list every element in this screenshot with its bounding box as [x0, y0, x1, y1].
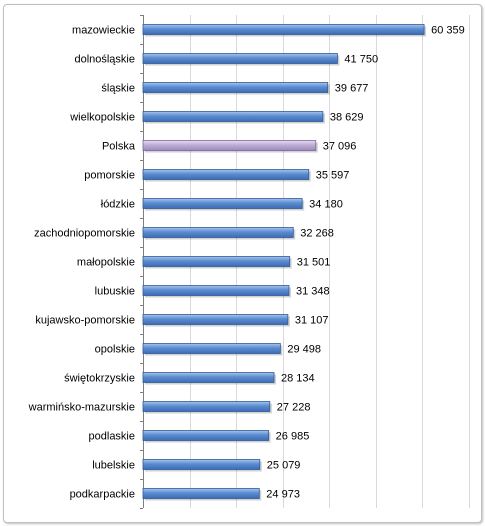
data-label: 38 629 [330, 112, 364, 124]
data-label: 25 079 [267, 460, 301, 472]
category-label: lubelskie [92, 460, 135, 472]
data-label: 27 228 [277, 402, 311, 414]
data-label: 31 107 [295, 315, 329, 327]
category-label: Polska [102, 141, 136, 153]
bar [142, 488, 260, 499]
bar [142, 198, 303, 209]
bar [142, 53, 338, 64]
bar [142, 24, 425, 35]
data-label: 28 134 [281, 373, 315, 385]
data-label: 34 180 [309, 199, 343, 211]
category-label: mazowieckie [72, 25, 135, 37]
data-label: 26 985 [276, 431, 310, 443]
category-label: śląskie [101, 83, 135, 95]
data-label: 29 498 [287, 344, 321, 356]
category-label: podkarpackie [70, 489, 135, 501]
labels: mazowieckie 60 359 dolnośląskie 41 750 śląsk… [28, 25, 465, 501]
bar [142, 82, 329, 93]
data-label: 37 096 [323, 141, 357, 153]
category-label: warmińsko-mazurskie [28, 402, 135, 414]
bar [142, 227, 294, 238]
data-label: 60 359 [431, 25, 465, 37]
data-label: 35 597 [316, 170, 350, 182]
bar [142, 401, 271, 412]
category-label: pomorskie [84, 170, 135, 182]
bar [142, 285, 290, 296]
category-label: wielkopolskie [69, 112, 135, 124]
data-label: 41 750 [344, 54, 378, 66]
bar [142, 169, 310, 180]
bar [142, 459, 261, 470]
category-label: podlaskie [89, 431, 135, 443]
category-label: zachodniopomorskie [34, 228, 135, 240]
category-label: małopolskie [77, 257, 135, 269]
category-label: dolnośląskie [74, 54, 135, 66]
bar [142, 256, 291, 267]
category-label: świętokrzyskie [64, 373, 135, 385]
data-label: 31 501 [297, 257, 331, 269]
category-label: opolskie [95, 344, 135, 356]
category-label: lubuskie [95, 286, 135, 298]
data-label: 39 677 [335, 83, 369, 95]
category-label: kujawsko-pomorskie [35, 315, 135, 327]
data-label: 32 268 [300, 228, 334, 240]
bar [142, 430, 270, 441]
bar [142, 372, 275, 383]
bar [142, 314, 289, 325]
bar [142, 343, 281, 354]
data-label: 24 973 [266, 489, 300, 501]
data-label: 31 348 [296, 286, 330, 298]
bar [142, 111, 324, 122]
bars [142, 24, 427, 501]
category-label: łódzkie [101, 199, 135, 211]
gridlines [140, 15, 470, 509]
bar-highlight [142, 140, 317, 151]
